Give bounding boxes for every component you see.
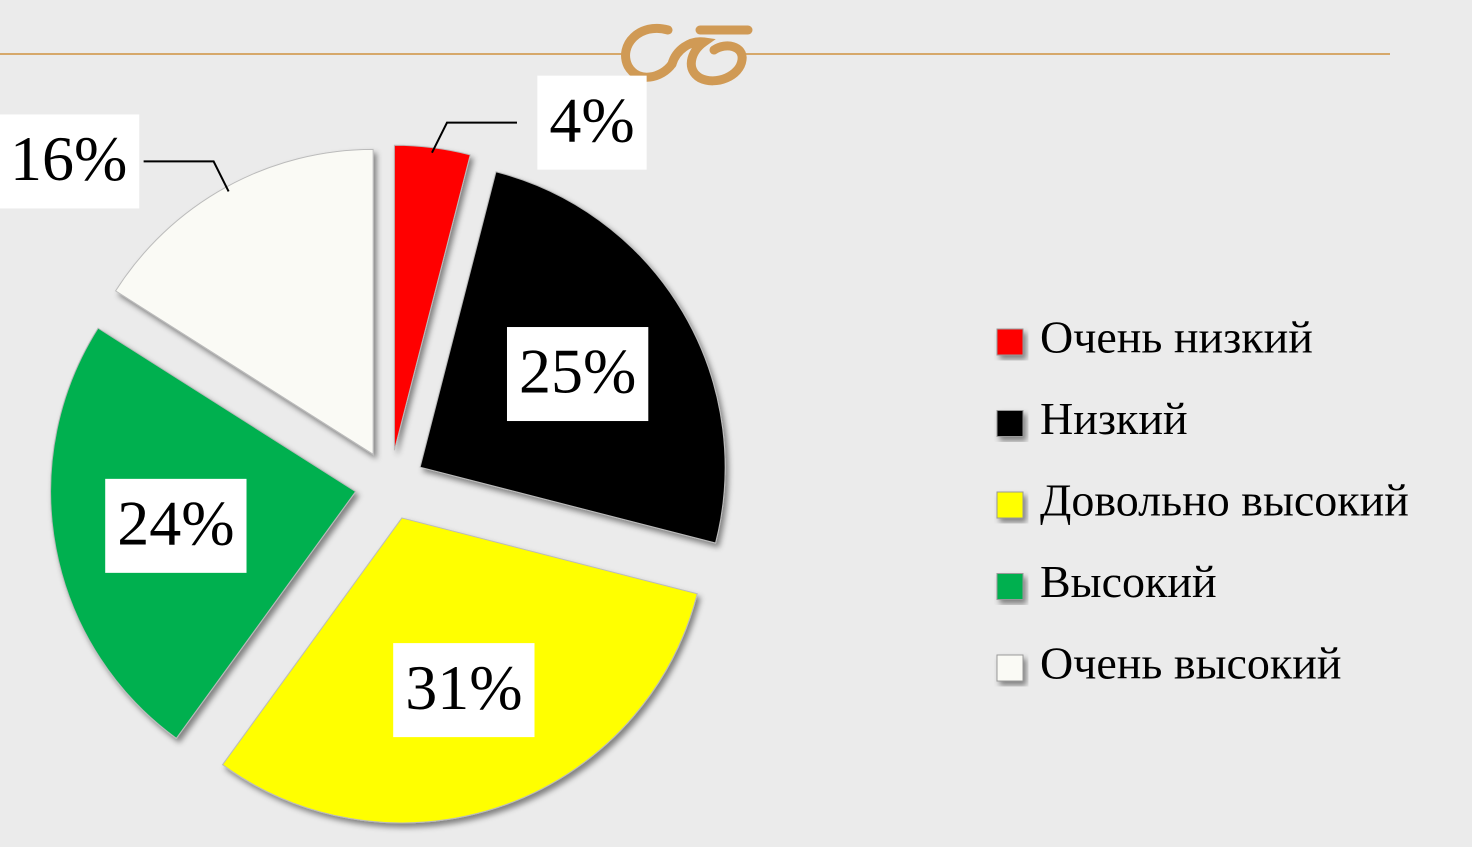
data-label: 25% xyxy=(507,327,648,421)
legend-swatch xyxy=(997,329,1023,355)
legend-label: Довольно высокий xyxy=(1040,475,1409,526)
legend-swatch xyxy=(997,655,1023,681)
legend: Очень низкий Низкий Довольно высокий Высоки… xyxy=(997,312,1409,689)
data-label: 31% xyxy=(393,643,534,737)
data-label: 16% xyxy=(0,114,139,208)
data-label-text: 24% xyxy=(117,488,234,559)
ornament xyxy=(626,28,748,80)
legend-label: Очень низкий xyxy=(1040,312,1313,363)
legend-label: Низкий xyxy=(1040,393,1188,444)
legend-swatch xyxy=(997,574,1023,600)
data-label-text: 16% xyxy=(10,123,127,194)
data-label-text: 4% xyxy=(549,84,634,155)
legend-label: Очень высокий xyxy=(1040,638,1342,689)
data-label: 24% xyxy=(105,479,246,573)
leader-line xyxy=(432,123,517,153)
pie: 4% 25% 31% 24% 16% xyxy=(0,76,725,823)
data-label: 4% xyxy=(537,76,646,170)
legend-label: Высокий xyxy=(1040,556,1217,607)
leader-line xyxy=(144,161,229,191)
data-label-text: 25% xyxy=(519,336,636,407)
slide: 4% 25% 31% 24% 16% Очень низкий Низкий Довольн… xyxy=(0,0,1472,847)
data-label-text: 31% xyxy=(405,652,522,723)
legend-swatch xyxy=(997,492,1023,518)
legend-swatch xyxy=(997,411,1023,437)
